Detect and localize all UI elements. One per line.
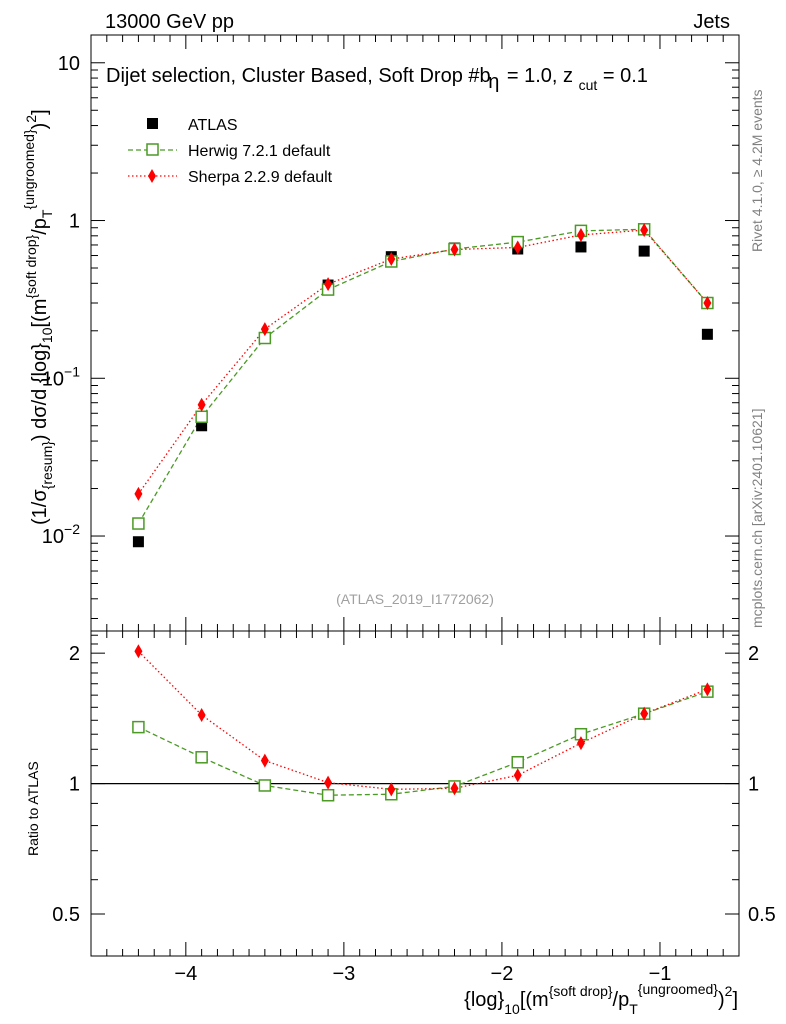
sherpa-ratio-point <box>576 736 585 751</box>
header-left: 13000 GeV pp <box>105 11 234 33</box>
y-tick-label-bottom: 1 <box>69 774 80 796</box>
y-axis-label-bottom: Ratio to ATLAS <box>25 761 41 856</box>
sherpa-ratio-point <box>703 682 712 697</box>
sherpa-point <box>387 252 396 267</box>
rivet-label: Rivet 4.1.0, ≥ 4.2M events <box>749 89 765 252</box>
sherpa-ratio-point <box>387 782 396 797</box>
chart-title-tail: = 0.1 <box>603 65 648 87</box>
legend-atlas-marker <box>147 118 158 129</box>
x-tick-label: −3 <box>332 963 355 985</box>
bottom-panel-frame <box>90 630 740 957</box>
chart-title-sub: cut <box>579 77 598 93</box>
herwig-point <box>132 517 145 530</box>
herwig-ratio-point <box>321 788 335 802</box>
x-tick-label: −2 <box>491 963 514 985</box>
y-tick-label-bottom: 0.5 <box>52 904 80 926</box>
x-tick-label: −1 <box>649 963 672 985</box>
sherpa-point <box>576 227 585 242</box>
sherpa-ratio-point <box>513 768 522 783</box>
sherpa-point <box>640 223 649 238</box>
mcplots-label: mcplots.cern.ch [arXiv:2401.10621] <box>749 409 765 628</box>
series-lines <box>91 228 739 796</box>
herwig-ratio-point <box>195 751 208 764</box>
y-axis-label-top-text: (1/σ <box>29 489 51 525</box>
atlas-point <box>132 536 144 548</box>
sherpa-point <box>513 240 522 255</box>
herwig-ratio-point <box>258 779 272 792</box>
sherpa-ratio-point <box>134 644 143 659</box>
sherpa-point <box>703 296 712 311</box>
atlas-point <box>701 328 713 340</box>
legend-sherpa-label: Sherpa 2.2.9 default <box>188 169 333 186</box>
y-axis-label-top: (1/σ{resum}) dσ/d {log}10[(m{soft drop}/… <box>21 109 55 525</box>
legend-herwig-label: Herwig 7.2.1 default <box>188 143 331 160</box>
sherpa-ratio-point <box>450 781 459 796</box>
sherpa-point <box>260 322 269 337</box>
y-tick-label-bottom-right: 1 <box>748 774 759 796</box>
herwig-line-ratio <box>138 691 708 796</box>
chart-title: Dijet selection, Cluster Based, Soft Dro… <box>106 65 648 95</box>
herwig-ratio-point <box>132 720 145 734</box>
header-right: Jets <box>693 11 730 33</box>
chart-title-main: Dijet selection, Cluster Based, Soft Dro… <box>106 65 491 87</box>
herwig-line-top <box>137 228 708 524</box>
x-tick-label: −4 <box>174 963 197 985</box>
x-axis-label: {log}10[(m{soft drop}/pT{ungroomed})2] <box>464 981 738 1017</box>
y-tick-label-top: 10 <box>58 53 80 75</box>
herwig-ratio-point <box>511 756 524 769</box>
legend-atlas-label: ATLAS <box>188 117 238 134</box>
sherpa-point <box>134 486 143 501</box>
legend: ATLAS Herwig 7.2.1 default Sherpa 2.2.9 … <box>128 117 333 186</box>
sherpa-line-top <box>137 229 708 495</box>
sherpa-line-ratio <box>137 650 708 790</box>
sherpa-ratio-point <box>197 707 206 722</box>
chart-title-eta: η <box>488 71 499 93</box>
x-axis-label-text: {log} <box>464 989 504 1011</box>
y-tick-label-bottom: 2 <box>69 643 80 665</box>
legend-sherpa-marker <box>148 169 156 183</box>
y-tick-label-top: 10−2 <box>42 521 80 548</box>
series-markers <box>132 223 714 802</box>
y-tick-label-top: 10−1 <box>42 363 80 390</box>
y-tick-label-bottom-right: 2 <box>748 643 759 665</box>
atlas-point <box>575 241 587 253</box>
atlas-point <box>196 420 208 432</box>
sherpa-ratio-point <box>640 706 649 721</box>
sherpa-ratio-point <box>324 775 333 790</box>
atlas-point <box>638 245 650 257</box>
sherpa-point <box>197 397 206 412</box>
sherpa-point <box>450 242 459 257</box>
axis-ticks: −4 −3 −2 −1 10−2 10−1 1 10 0.5 0.5 1 1 2 2 <box>42 35 776 985</box>
herwig-point <box>195 410 208 424</box>
sherpa-point <box>324 277 333 292</box>
legend-herwig-marker <box>146 143 159 156</box>
y-tick-label-bottom-right: 0.5 <box>748 904 776 926</box>
chart-title-suffix: = 1.0, z <box>507 65 573 87</box>
sherpa-ratio-point <box>260 753 269 768</box>
analysis-id: (ATLAS_2019_I1772062) <box>336 591 494 607</box>
y-tick-label-top: 1 <box>69 211 80 233</box>
